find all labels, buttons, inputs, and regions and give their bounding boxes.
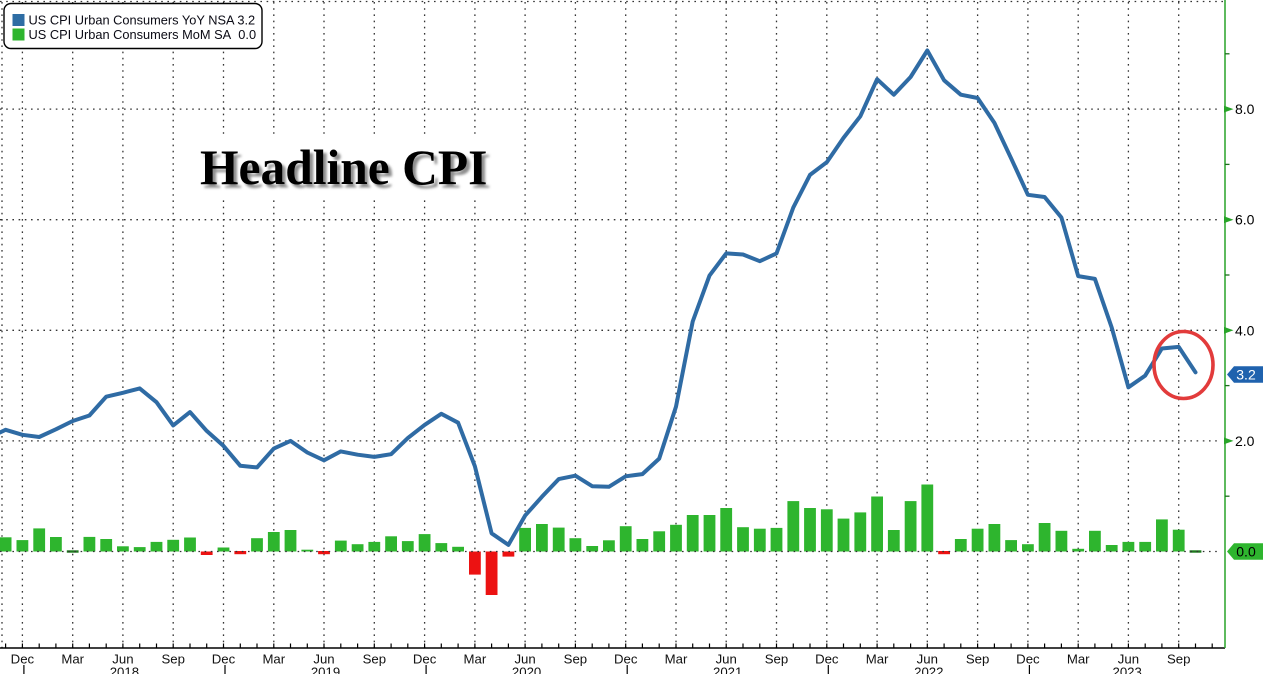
svg-text:Sep: Sep [161, 652, 184, 667]
svg-text:US CPI Urban Consumers YoY NSA: US CPI Urban Consumers YoY NSA 3.2 [29, 13, 256, 28]
svg-text:Jun: Jun [514, 652, 535, 667]
svg-text:0.0: 0.0 [1236, 544, 1256, 560]
svg-text:Dec: Dec [1016, 652, 1040, 667]
svg-text:Mar: Mar [464, 652, 487, 667]
svg-text:Dec: Dec [815, 652, 839, 667]
svg-text:Jun: Jun [1118, 652, 1139, 667]
svg-text:Sep: Sep [1167, 652, 1190, 667]
svg-text:2022: 2022 [914, 665, 943, 674]
svg-text:Headline CPI: Headline CPI [200, 140, 487, 195]
svg-text:3.2: 3.2 [1236, 367, 1256, 383]
svg-text:Jun: Jun [112, 652, 133, 667]
svg-text:Mar: Mar [262, 652, 285, 667]
svg-text:2021: 2021 [713, 665, 742, 674]
svg-text:Sep: Sep [363, 652, 386, 667]
svg-text:Dec: Dec [413, 652, 437, 667]
svg-text:2018: 2018 [110, 665, 139, 674]
svg-text:Dec: Dec [212, 652, 236, 667]
svg-text:4.0: 4.0 [1235, 322, 1255, 338]
svg-text:6.0: 6.0 [1235, 212, 1255, 228]
svg-text:2019: 2019 [311, 665, 340, 674]
svg-text:Mar: Mar [866, 652, 889, 667]
svg-text:Sep: Sep [765, 652, 788, 667]
svg-text:Dec: Dec [614, 652, 638, 667]
svg-text:2.0: 2.0 [1235, 433, 1255, 449]
svg-text:Mar: Mar [665, 652, 688, 667]
svg-text:2020: 2020 [512, 665, 541, 674]
svg-text:Mar: Mar [1067, 652, 1090, 667]
svg-text:Jun: Jun [313, 652, 334, 667]
svg-text:Headline CPI: Headline CPI [204, 144, 491, 199]
svg-text:Dec: Dec [11, 652, 35, 667]
svg-text:Jun: Jun [917, 652, 938, 667]
svg-text:US CPI Urban Consumers MoM SA: US CPI Urban Consumers MoM SA 0.0 [29, 27, 257, 42]
svg-text:8.0: 8.0 [1235, 101, 1255, 117]
svg-text:Mar: Mar [61, 652, 84, 667]
svg-text:Sep: Sep [564, 652, 587, 667]
svg-text:Jun: Jun [716, 652, 737, 667]
svg-text:Sep: Sep [966, 652, 989, 667]
svg-text:2023: 2023 [1113, 665, 1142, 674]
